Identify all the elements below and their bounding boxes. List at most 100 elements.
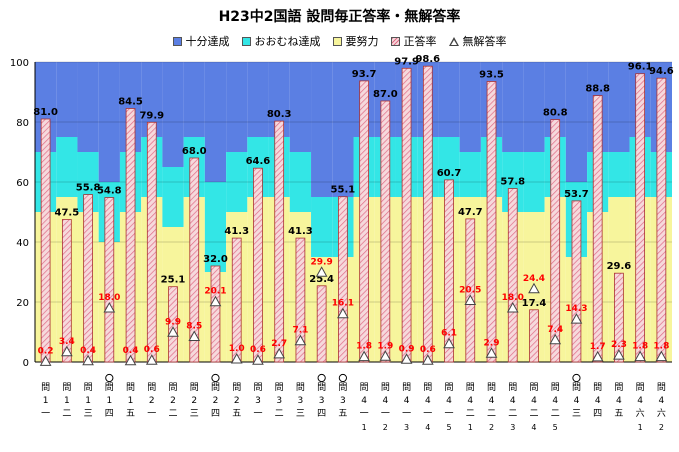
band-full [544,62,566,137]
circle-mark [211,373,220,383]
circle-mark [105,373,114,383]
data-label-correct: 81.0 [33,107,58,118]
x-tick-label: 二 [529,409,538,419]
x-tick-label: 問 [487,382,496,393]
data-label-noanswer: 24.4 [523,274,545,284]
x-tick-label: 二 [275,409,284,419]
data-label-correct: 47.7 [458,207,483,218]
x-tick-label: 3 [510,423,515,432]
bar-correct [146,121,157,363]
x-tick-label: 4 [404,396,410,406]
legend-swatch-mostly [241,36,251,46]
band-mostly [608,152,630,197]
x-tick-label: 3 [319,396,325,406]
x-tick-label: 1 [106,396,112,406]
x-tick-label: 1 [362,423,367,432]
x-tick-label: 2 [489,423,494,432]
y-tick-label: 40 [16,238,29,249]
data-label-noanswer: 2.3 [611,340,627,350]
x-tick-label: 一 [381,409,390,419]
band-full [77,62,99,152]
x-tick-label: 五 [614,409,623,419]
band-full [98,62,120,182]
band-mostly [247,137,269,197]
x-tick-label: 問 [253,382,262,393]
x-tick-label: 3 [276,396,282,406]
band-mostly [459,152,481,197]
data-label-noanswer: 2.9 [484,338,500,348]
point-noanswer [613,349,625,360]
x-tick-label: 4 [637,396,643,406]
x-tick-label: 1 [128,396,134,406]
data-label-noanswer: 18.0 [98,293,120,303]
x-tick-label: 2 [234,396,240,406]
x-tick-label: 四 [317,409,326,419]
point-noanswer [591,350,604,362]
data-label-noanswer: 20.1 [204,287,226,297]
band-full [523,62,545,152]
x-tick-label: 三 [84,409,93,419]
x-tick-label: 4 [574,396,580,406]
data-label-correct: 53.7 [564,189,589,200]
band-mostly [523,152,545,212]
data-label-noanswer: 20.5 [459,286,481,296]
point-noanswer [549,333,562,345]
data-label-noanswer: 0.2 [38,346,54,356]
band-full [35,62,57,152]
x-tick-label: 4 [616,396,622,406]
band-full [502,62,524,152]
x-tick-label: 4 [595,396,601,406]
x-tick-label: 問 [360,382,369,393]
band-full [162,62,184,167]
data-label-correct: 17.4 [522,298,547,309]
bar-correct [529,309,539,363]
bar-correct [507,188,518,363]
x-tick-label: 1 [85,396,91,406]
x-tick-label: 問 [169,382,178,393]
bar-correct [444,179,454,363]
point-noanswer [39,355,52,366]
x-tick-label: 四 [211,409,220,419]
bar-correct [338,196,348,363]
x-tick-label: 4 [659,396,665,406]
x-tick-label: 1 [64,396,70,406]
x-tick-label: 3 [404,423,409,432]
x-tick-label: 1 [43,396,49,406]
band-full [289,62,312,152]
band-full [183,62,205,137]
x-tick-label: 一 [360,409,369,419]
point-noanswer [188,330,201,341]
x-tick-label: 4 [489,396,495,406]
x-tick-label: 二 [466,409,475,419]
point-noanswer [443,337,455,349]
x-tick-label: 二 [169,409,178,419]
band-full [565,62,588,182]
data-label-correct: 93.7 [352,69,377,80]
legend-label-full: 十分達成 [185,35,230,48]
data-label-correct: 80.8 [543,108,568,119]
data-label-correct: 80.3 [267,109,292,120]
bar-correct [189,157,200,363]
point-noanswer [655,350,668,362]
data-label-correct: 97.9 [394,56,419,67]
x-tick-label: 一 [147,409,156,419]
x-tick-label: 問 [317,382,326,393]
legend-item-full: 十分達成 [172,33,230,49]
data-label-noanswer: 1.8 [653,342,669,352]
x-tick-label: 五 [232,409,241,419]
data-label-noanswer: 14.3 [565,304,587,314]
x-tick-label: 四 [593,409,602,419]
legend-swatch-full [172,36,182,46]
x-tick-label: 問 [614,382,623,393]
legend-item-noanswer: 無解答率 [448,33,507,49]
x-tick-label: 3 [340,396,346,406]
point-noanswer [252,354,264,365]
data-label-correct: 96.1 [628,62,653,73]
band-full [332,62,354,197]
data-label-noanswer: 0.6 [420,345,436,355]
band-full [608,62,630,152]
x-tick-label: 5 [553,423,558,432]
data-label-correct: 98.6 [415,54,440,65]
x-tick-label: 四 [105,409,114,419]
x-tick-label: 問 [466,382,475,393]
